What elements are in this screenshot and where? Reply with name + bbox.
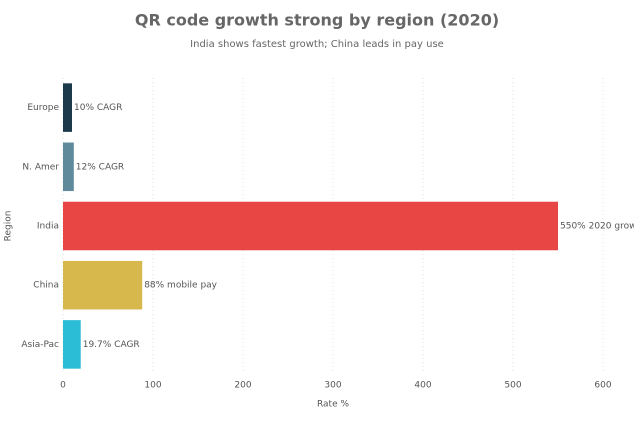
x-tick-label: 400 [414, 381, 431, 391]
x-tick-label: 600 [594, 381, 611, 391]
x-axis-label: Rate % [317, 400, 349, 410]
x-tick-label: 200 [234, 381, 251, 391]
value-label: 550% 2020 growth [560, 222, 634, 232]
y-tick-label: N. Amer [22, 162, 59, 172]
y-axis-label: Region [4, 211, 14, 242]
chart-subtitle: India shows fastest growth; China leads … [190, 39, 444, 50]
y-tick-label: China [33, 281, 59, 291]
y-tick-label: India [37, 222, 59, 232]
chart-title: QR code growth strong by region (2020) [135, 11, 499, 30]
value-label: 88% mobile pay [144, 281, 217, 291]
bar [63, 260, 143, 310]
value-label: 19.7% CAGR [83, 340, 140, 350]
x-tick-label: 500 [504, 381, 521, 391]
y-tick-label: Asia-Pac [21, 340, 59, 350]
x-tick-label: 300 [324, 381, 341, 391]
bar [63, 83, 72, 132]
bar [63, 201, 558, 251]
bar [63, 142, 74, 192]
x-tick-label: 0 [60, 381, 66, 391]
x-tick-label: 100 [144, 381, 161, 391]
y-tick-label: Europe [27, 103, 59, 113]
value-label: 10% CAGR [74, 103, 122, 113]
bar [63, 320, 81, 369]
value-label: 12% CAGR [76, 162, 124, 172]
